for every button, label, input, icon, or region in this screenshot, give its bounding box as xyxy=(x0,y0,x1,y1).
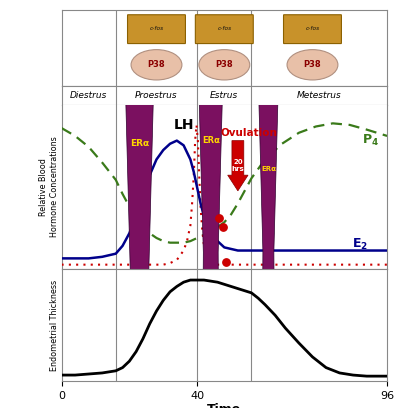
Y-axis label: Relative Blood
Hormone Concentrations: Relative Blood Hormone Concentrations xyxy=(39,137,59,237)
Text: 20
hrs: 20 hrs xyxy=(231,159,244,172)
Ellipse shape xyxy=(131,50,182,80)
Text: P38: P38 xyxy=(148,60,165,69)
Text: Proestrus: Proestrus xyxy=(135,91,178,100)
Ellipse shape xyxy=(287,50,338,80)
Text: $\mathbf{E_2}$: $\mathbf{E_2}$ xyxy=(352,237,368,252)
Ellipse shape xyxy=(199,50,250,80)
Text: Diestrus: Diestrus xyxy=(70,91,107,100)
Text: LH: LH xyxy=(173,118,194,132)
Text: $\mathbf{P_4}$: $\mathbf{P_4}$ xyxy=(362,133,379,148)
Y-axis label: Endometrial Thickness: Endometrial Thickness xyxy=(50,280,59,371)
Text: c-fos: c-fos xyxy=(149,26,164,31)
Text: P38: P38 xyxy=(216,60,233,69)
Point xyxy=(220,224,226,230)
FancyArrow shape xyxy=(228,141,248,191)
FancyBboxPatch shape xyxy=(127,15,185,44)
Text: ERα: ERα xyxy=(261,166,276,172)
X-axis label: Time: Time xyxy=(207,403,241,408)
Point xyxy=(223,258,229,265)
Point xyxy=(216,214,222,221)
Text: ERα: ERα xyxy=(130,139,149,148)
Polygon shape xyxy=(193,0,229,408)
Polygon shape xyxy=(119,0,160,408)
Text: P38: P38 xyxy=(304,60,321,69)
Text: ERα: ERα xyxy=(202,136,220,145)
Text: c-fos: c-fos xyxy=(305,26,320,31)
Text: c-fos: c-fos xyxy=(217,26,231,31)
Text: Ovulation: Ovulation xyxy=(221,128,278,138)
Text: Metestrus: Metestrus xyxy=(297,91,342,100)
Text: Estrus: Estrus xyxy=(210,91,239,100)
Polygon shape xyxy=(256,0,281,408)
FancyBboxPatch shape xyxy=(283,15,341,44)
FancyBboxPatch shape xyxy=(195,15,253,44)
